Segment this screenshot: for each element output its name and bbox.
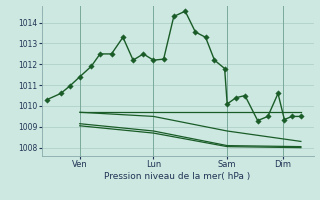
X-axis label: Pression niveau de la mer( hPa ): Pression niveau de la mer( hPa ) [104, 172, 251, 181]
